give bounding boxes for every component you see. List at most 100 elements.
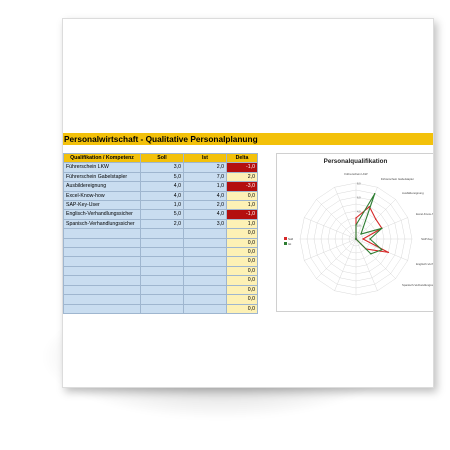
cell-ist[interactable]: 4,0 [183, 190, 227, 202]
legend-label-ist: Ist [288, 241, 292, 246]
data-point-soll [387, 251, 390, 254]
radar-spoke [316, 199, 357, 240]
legend-item-ist: Ist [284, 241, 293, 246]
cell-qualification[interactable]: Führerschein LKW [63, 162, 141, 173]
cell-ist[interactable]: 3,0 [183, 218, 227, 230]
header-qualification: Qualifikation / Kompetenz [63, 152, 141, 164]
cell-qualification[interactable] [63, 237, 141, 249]
cell-ist[interactable] [183, 284, 227, 296]
cell-soll[interactable] [140, 275, 184, 286]
cell-delta[interactable]: 0,0 [226, 190, 258, 202]
cell-soll[interactable]: 1,0 [140, 200, 184, 211]
cell-qualification[interactable] [63, 275, 141, 286]
cell-qualification[interactable] [63, 228, 141, 239]
cell-qualification[interactable]: Führerschein Gabelstapler [63, 171, 141, 183]
cell-qualification[interactable] [63, 303, 141, 314]
cell-delta[interactable]: 0,0 [226, 303, 258, 314]
cell-soll[interactable]: 2,0 [140, 218, 184, 230]
data-point-ist [360, 233, 362, 235]
legend-label-soll: Soll [288, 236, 294, 241]
cell-soll[interactable]: 4,0 [140, 190, 184, 202]
data-point-ist [355, 224, 357, 226]
cell-qualification[interactable] [63, 294, 141, 305]
cell-qualification[interactable]: Excel-Know-how [63, 190, 141, 202]
cell-delta[interactable]: 0,0 [226, 237, 258, 249]
data-point-ist [370, 253, 372, 255]
table-row: Führerschein Gabelstapler 5,0 7,0 2,0 [63, 171, 258, 183]
table-row: Führerschein LKW 3,0 2,0 -1,0 [63, 162, 258, 173]
cell-delta[interactable]: 1,0 [226, 200, 258, 211]
cell-soll[interactable]: 5,0 [140, 171, 184, 183]
radar-ring-label: 8,0 [357, 182, 361, 186]
cell-ist[interactable]: 2,0 [183, 200, 227, 211]
data-point-ist [355, 238, 357, 240]
cell-qualification[interactable]: Englisch-Verhandlungssicher [63, 209, 141, 220]
cell-ist[interactable]: 1,0 [183, 181, 227, 192]
table-row: 0,0 [63, 284, 258, 296]
cell-soll[interactable]: 4,0 [140, 181, 184, 192]
cell-ist[interactable]: 2,0 [183, 162, 227, 173]
radar-category-label: Ausbildereignung [402, 191, 424, 195]
cell-delta[interactable]: 0,0 [226, 275, 258, 286]
table-row: 0,0 [63, 228, 258, 239]
cell-delta[interactable]: 0,0 [226, 256, 258, 267]
cell-ist[interactable] [183, 247, 227, 258]
cell-delta[interactable]: 0,0 [226, 265, 258, 277]
cell-delta[interactable]: 2,0 [226, 171, 258, 183]
cell-ist[interactable] [183, 303, 227, 314]
data-point-ist [374, 193, 376, 195]
radar-category-label: Excel-Know-how [416, 212, 434, 216]
table-row: 0,0 [63, 265, 258, 277]
data-point-soll [355, 217, 357, 219]
spreadsheet-page: Personalwirtschaft - Qualitative Persona… [62, 18, 434, 388]
cell-qualification[interactable]: SAP-Key-User [63, 200, 141, 211]
cell-soll[interactable] [140, 247, 184, 258]
data-point-soll [375, 218, 377, 220]
data-point-soll [362, 238, 364, 240]
cell-soll[interactable] [140, 228, 184, 239]
cell-qualification[interactable]: Spanisch-Verhandlungssicher [63, 218, 141, 230]
cell-soll[interactable] [140, 294, 184, 305]
table-row: 0,0 [63, 275, 258, 286]
cell-delta[interactable]: -1,0 [226, 162, 258, 173]
cell-delta[interactable]: 0,0 [226, 294, 258, 305]
cell-delta[interactable]: 0,0 [226, 284, 258, 296]
radar-chart: Personalqualifikation 2,0 4,0 6,0 8,0 Führer… [276, 153, 434, 312]
radar-spoke [304, 217, 357, 240]
data-point-ist [369, 238, 371, 240]
cell-qualification[interactable] [63, 256, 141, 267]
cell-soll[interactable]: 3,0 [140, 162, 184, 173]
cell-soll[interactable] [140, 237, 184, 249]
cell-qualification[interactable] [63, 247, 141, 258]
cell-ist[interactable]: 4,0 [183, 209, 227, 220]
table-row: 0,0 [63, 303, 258, 314]
cell-delta[interactable]: -3,0 [226, 181, 258, 192]
cell-delta[interactable]: 1,0 [226, 218, 258, 230]
header-ist: Ist [183, 152, 227, 164]
cell-qualification[interactable] [63, 265, 141, 277]
cell-ist[interactable] [183, 256, 227, 267]
cell-ist[interactable] [183, 237, 227, 249]
radar-ring-label: 4,0 [357, 210, 361, 214]
cell-ist[interactable] [183, 265, 227, 277]
cell-soll[interactable] [140, 284, 184, 296]
radar-svg: 2,0 4,0 6,0 8,0 Führerschein LKW Führerschein… [299, 172, 434, 296]
radar-category-label: SAP-Key-User [421, 237, 434, 241]
legend-swatch-soll [284, 237, 287, 240]
cell-delta[interactable]: -1,0 [226, 209, 258, 220]
cell-delta[interactable]: 0,0 [226, 247, 258, 258]
header-soll: Soll [140, 152, 184, 164]
cell-ist[interactable] [183, 294, 227, 305]
table-row: Spanisch-Verhandlungssicher 2,0 3,0 1,0 [63, 218, 258, 230]
cell-ist[interactable] [183, 228, 227, 239]
cell-soll[interactable] [140, 265, 184, 277]
cell-qualification[interactable]: Ausbildereignung [63, 181, 141, 192]
radar-category-label: Spanisch-Verhandlungssicher [402, 283, 434, 287]
cell-ist[interactable]: 7,0 [183, 171, 227, 183]
cell-soll[interactable]: 5,0 [140, 209, 184, 220]
cell-ist[interactable] [183, 275, 227, 286]
cell-delta[interactable]: 0,0 [226, 228, 258, 239]
cell-soll[interactable] [140, 256, 184, 267]
cell-qualification[interactable] [63, 284, 141, 296]
cell-soll[interactable] [140, 303, 184, 314]
